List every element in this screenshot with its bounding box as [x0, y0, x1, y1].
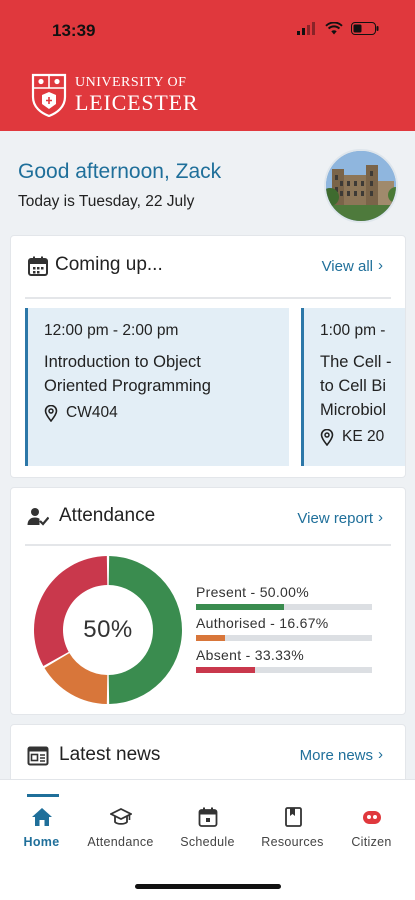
chevron-right-icon[interactable]: › — [378, 746, 383, 763]
newspaper-icon — [27, 746, 49, 766]
event-location-text: KE 20 — [342, 428, 385, 445]
calendar-icon — [198, 807, 217, 827]
attendance-bar-fill — [196, 667, 255, 673]
tab-home[interactable]: Home — [0, 780, 83, 860]
attendance-legend-item: Authorised - 16.67% — [196, 615, 372, 641]
attendance-card: Attendance View report › 50% Present - 5… — [10, 487, 406, 715]
attendance-label: Authorised - 16.67% — [196, 615, 329, 631]
campus-photo-icon — [326, 151, 396, 221]
shield-logo-icon — [31, 73, 67, 117]
logo-line-2: LEICESTER — [75, 90, 199, 115]
tab-citizen[interactable]: Citizen — [330, 780, 413, 860]
battery-icon — [351, 22, 379, 35]
tab-label: Schedule — [180, 835, 235, 849]
more-news-link[interactable]: More news — [299, 747, 373, 764]
tab-label: Resources — [261, 835, 324, 849]
today-date: Today is Tuesday, 22 July — [18, 193, 195, 210]
location-pin-icon — [44, 404, 58, 422]
attendance-percent: 50% — [83, 616, 133, 643]
citizen-icon — [362, 811, 381, 824]
tab-label: Home — [23, 835, 60, 849]
home-icon — [31, 808, 52, 826]
donut-slice-present — [108, 556, 183, 704]
donut-slice-absent — [33, 556, 108, 666]
coming-up-title: Coming up... — [55, 254, 163, 275]
logo-wordmark: UNIVERSITY OF LEICESTER — [75, 76, 198, 114]
bottom-tab-bar: Home Attendance Schedule Resources C — [0, 779, 415, 900]
attendance-bar-track — [196, 667, 372, 673]
latest-news-title: Latest news — [59, 744, 161, 765]
event-card[interactable]: 1:00 pm - The Cell - to Cell Bi Microbio… — [301, 308, 405, 466]
event-location: KE 20 — [320, 428, 405, 446]
event-title-line: Microbiol — [320, 401, 387, 419]
event-title-line: to Cell Bi — [320, 377, 387, 395]
wifi-icon — [325, 22, 343, 35]
attendance-bar-track — [196, 635, 372, 641]
attendance-title: Attendance — [59, 505, 156, 526]
coming-up-card: Coming up... View all › 12:00 pm - 2:00 … — [10, 235, 406, 478]
attendance-label: Absent - 33.33% — [196, 647, 305, 663]
attendance-bar-fill — [196, 635, 226, 641]
donut-slice-authorised — [44, 653, 108, 704]
university-logo: UNIVERSITY OF LEICESTER — [31, 73, 198, 117]
chevron-right-icon[interactable]: › — [378, 257, 383, 274]
coming-up-header: Coming up... View all › — [11, 236, 405, 296]
app-header: 13:39 — [0, 0, 415, 131]
attendance-legend-item: Present - 50.00% — [196, 584, 372, 610]
attendance-header: Attendance View report › — [11, 488, 405, 548]
user-check-icon — [27, 508, 49, 526]
logo-line-1: UNIVERSITY OF — [75, 75, 187, 90]
profile-avatar[interactable] — [324, 149, 398, 223]
latest-news-header: Latest news More news › — [11, 725, 405, 785]
active-tab-indicator — [27, 794, 59, 797]
graduation-cap-icon — [109, 807, 132, 825]
attendance-legend-item: Absent - 33.33% — [196, 647, 372, 673]
attendance-label: Present - 50.00% — [196, 584, 309, 600]
greeting-text: Good afternoon, Zack — [18, 160, 222, 183]
event-title-line: Introduction to Object — [44, 353, 201, 371]
event-title-line: Oriented Programming — [44, 377, 211, 395]
tab-label: Attendance — [87, 835, 154, 849]
status-icons — [297, 22, 379, 35]
calendar-icon — [28, 256, 48, 276]
home-indicator-bar — [135, 884, 281, 889]
book-icon — [284, 807, 302, 827]
chevron-right-icon[interactable]: › — [378, 509, 383, 526]
view-all-link[interactable]: View all — [321, 258, 373, 275]
event-title-line: The Cell - — [320, 353, 392, 371]
coming-up-divider — [25, 297, 391, 299]
tab-attendance[interactable]: Attendance — [79, 780, 162, 860]
event-time: 1:00 pm - — [320, 322, 386, 339]
attendance-bar-fill — [196, 604, 284, 610]
attendance-donut-chart — [33, 556, 183, 704]
attendance-bar-track — [196, 604, 372, 610]
status-bar: 13:39 — [0, 0, 415, 60]
tab-schedule[interactable]: Schedule — [166, 780, 249, 860]
tab-label: Citizen — [351, 835, 392, 849]
status-time: 13:39 — [52, 21, 96, 40]
event-time: 12:00 pm - 2:00 pm — [44, 322, 179, 339]
event-location: CW404 — [44, 404, 273, 422]
location-pin-icon — [320, 428, 334, 446]
view-report-link[interactable]: View report — [297, 510, 373, 527]
event-card[interactable]: 12:00 pm - 2:00 pm Introduction to Objec… — [25, 308, 289, 466]
event-location-text: CW404 — [66, 404, 118, 421]
tab-resources[interactable]: Resources — [251, 780, 334, 860]
attendance-divider — [25, 544, 391, 546]
signal-icon — [297, 22, 315, 35]
